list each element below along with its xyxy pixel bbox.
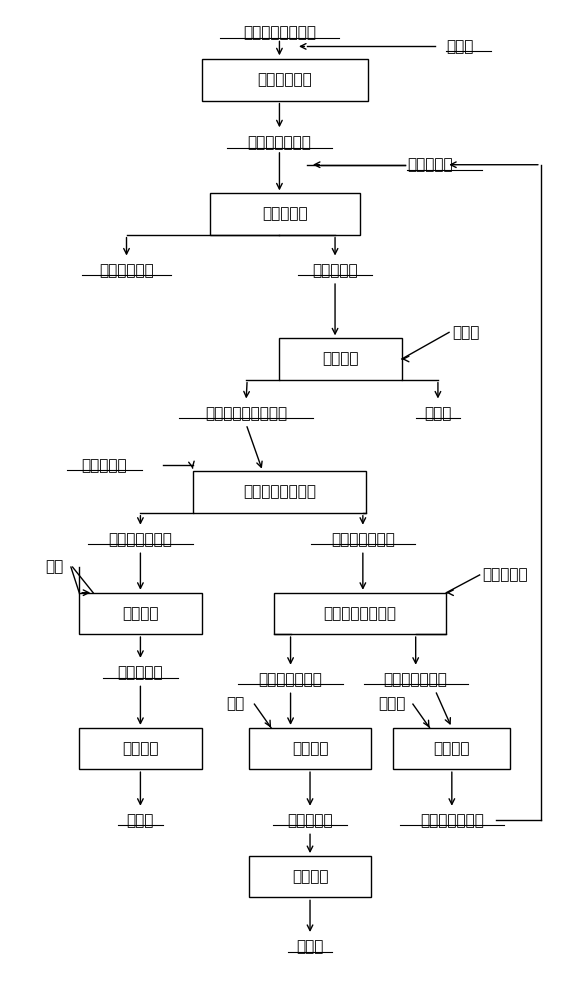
Text: 硫酸镍钴溶液: 硫酸镍钴溶液 <box>99 263 154 278</box>
Text: 第二逆流反萃处理: 第二逆流反萃处理 <box>324 606 397 621</box>
Text: 含钪有机相: 含钪有机相 <box>312 263 358 278</box>
Text: 煅烧处理: 煅烧处理 <box>292 869 328 884</box>
Bar <box>279 338 402 380</box>
Text: 纯化后的含钪有机相: 纯化后的含钪有机相 <box>205 406 287 421</box>
Bar <box>249 728 371 769</box>
Text: 第一含钪反萃液: 第一含钪反萃液 <box>108 532 172 547</box>
Text: 逆流洗涤: 逆流洗涤 <box>323 351 359 366</box>
Text: 含钪镍钴浸出液: 含钪镍钴浸出液 <box>247 136 311 151</box>
Text: 第一逆流反萃处理: 第一逆流反萃处理 <box>243 485 316 500</box>
Text: 洗涤液: 洗涤液 <box>424 406 451 421</box>
Text: 有机萃取剂: 有机萃取剂 <box>408 157 453 172</box>
Bar <box>79 593 202 634</box>
Bar <box>210 193 360 235</box>
Text: 再生处理: 再生处理 <box>434 741 470 756</box>
Bar <box>393 728 510 769</box>
Text: 第二含钪反萃液: 第二含钪反萃液 <box>259 672 323 687</box>
Bar <box>274 593 446 634</box>
Text: 煅烧处理: 煅烧处理 <box>122 741 158 756</box>
Text: 草酸钪沉淀: 草酸钪沉淀 <box>117 665 163 680</box>
Text: 沉钪处理: 沉钪处理 <box>292 741 328 756</box>
Text: 草酸: 草酸 <box>226 697 244 712</box>
Bar <box>193 471 365 513</box>
Text: 钪萃取处理: 钪萃取处理 <box>262 207 308 222</box>
Bar <box>202 59 368 101</box>
Bar <box>249 856 371 897</box>
Text: 第二反萃剂: 第二反萃剂 <box>482 567 528 582</box>
Text: 洗涤剂: 洗涤剂 <box>452 325 479 340</box>
Text: 再生有机萃取剂: 再生有机萃取剂 <box>420 813 484 828</box>
Text: 熟化浸出处理: 熟化浸出处理 <box>258 72 312 87</box>
Bar <box>79 728 202 769</box>
Text: 第一反萃有机相: 第一反萃有机相 <box>331 532 395 547</box>
Text: 第二反萃有机相: 第二反萃有机相 <box>384 672 447 687</box>
Text: 草酸: 草酸 <box>45 560 63 575</box>
Text: 含钪镍钴氢氧化物: 含钪镍钴氢氧化物 <box>243 25 316 40</box>
Text: 再生剂: 再生剂 <box>378 697 406 712</box>
Text: 氧化钪: 氧化钪 <box>296 939 324 954</box>
Text: 草酸钪沉淀: 草酸钪沉淀 <box>287 813 333 828</box>
Text: 第一反萃剂: 第一反萃剂 <box>82 458 127 473</box>
Text: 浓硫酸: 浓硫酸 <box>446 39 474 54</box>
Text: 沉钪处理: 沉钪处理 <box>122 606 158 621</box>
Text: 氧化钪: 氧化钪 <box>127 813 154 828</box>
